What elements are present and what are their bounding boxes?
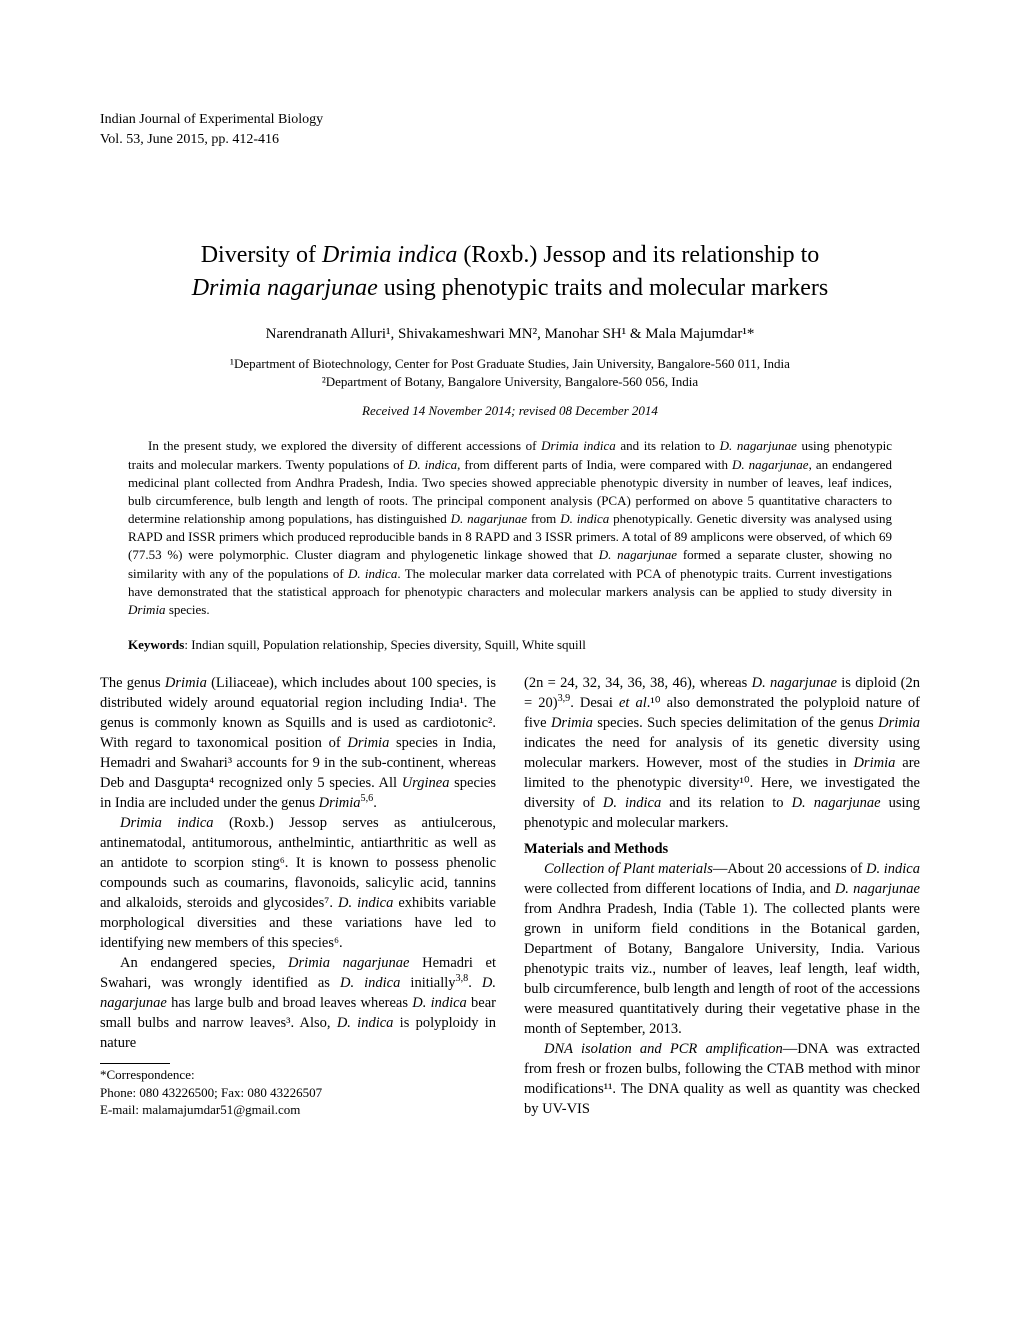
t: were collected from different locations … <box>524 881 835 897</box>
abs-t: , from different parts of India, were co… <box>457 457 732 472</box>
abs-t: from <box>527 511 560 526</box>
body-para-5: Collection of Plant materials—About 20 a… <box>524 859 920 1039</box>
i: Drimia <box>347 735 389 751</box>
journal-issue: Vol. 53, June 2015, pp. 412-416 <box>100 130 920 150</box>
abstract: In the present study, we explored the di… <box>128 437 892 619</box>
affiliations: ¹Department of Biotechnology, Center for… <box>100 355 920 391</box>
body-para-2: Drimia indica (Roxb.) Jessop serves as a… <box>100 813 496 953</box>
materials-methods-heading: Materials and Methods <box>524 839 920 859</box>
body-columns: The genus Drimia (Liliaceae), which incl… <box>100 673 920 1119</box>
abs-t: and its relation to <box>616 438 720 453</box>
footnote-rule <box>100 1063 170 1064</box>
t: The genus <box>100 675 165 691</box>
t: An endangered species, <box>120 955 288 971</box>
i: D. indica <box>866 861 920 877</box>
abs-i: D. nagarjunae <box>451 511 527 526</box>
i: D. indica <box>412 995 467 1011</box>
abs-t: species. <box>166 602 210 617</box>
i: D. nagarjunae <box>752 675 837 691</box>
t: species. Such species delimitation of th… <box>593 715 878 731</box>
correspondence-footnote: *Correspondence: Phone: 080 43226500; Fa… <box>100 1066 496 1119</box>
title-line1-italic: Drimia indica <box>322 242 457 268</box>
t: and its relation to <box>661 795 791 811</box>
abs-i: D. indica <box>560 511 609 526</box>
keywords-label: Keywords <box>128 637 184 652</box>
i: Drimia indica <box>120 815 214 831</box>
article-title: Diversity of Drimia indica (Roxb.) Jesso… <box>100 239 920 304</box>
correspondence-label: *Correspondence: <box>100 1066 496 1084</box>
i: Drimia <box>165 675 207 691</box>
abs-i: D. nagarjunae <box>732 457 809 472</box>
abs-i: D. nagarjunae <box>720 438 797 453</box>
i: Drimia nagarjunae <box>288 955 409 971</box>
t: . <box>373 795 377 811</box>
i: D. nagarjunae <box>835 881 920 897</box>
t: (2n = 24, 32, 34, 36, 38, 46), whereas <box>524 675 752 691</box>
i: Drimia <box>319 795 361 811</box>
i: D. nagarjunae <box>792 795 881 811</box>
i: D. indica <box>340 975 400 991</box>
correspondence-phone: Phone: 080 43226500; Fax: 080 43226507 <box>100 1084 496 1102</box>
body-para-1: The genus Drimia (Liliaceae), which incl… <box>100 673 496 813</box>
keywords-text: : Indian squill, Population relationship… <box>184 637 586 652</box>
keywords: Keywords: Indian squill, Population rela… <box>128 637 892 653</box>
abs-i: Drimia <box>128 602 166 617</box>
title-line2-italic: Drimia nagarjunae <box>192 275 378 301</box>
abs-i: D. indica <box>348 566 397 581</box>
affiliation-2: ²Department of Botany, Bangalore Univers… <box>100 373 920 391</box>
t: —About 20 accessions of <box>713 861 866 877</box>
title-line2-post: using phenotypic traits and molecular ma… <box>378 275 829 301</box>
t: . <box>468 975 482 991</box>
sup: 3,9 <box>558 693 571 704</box>
t: has large bulb and broad leaves whereas <box>167 995 412 1011</box>
t: . Desai <box>570 695 619 711</box>
i: Urginea <box>402 775 450 791</box>
journal-header: Indian Journal of Experimental Biology V… <box>100 110 920 149</box>
body-para-3: An endangered species, Drimia nagarjunae… <box>100 953 496 1053</box>
abs-i: D. nagarjunae <box>599 547 677 562</box>
i: D. indica <box>603 795 661 811</box>
i: DNA isolation and PCR amplification <box>544 1041 783 1057</box>
left-column: The genus Drimia (Liliaceae), which incl… <box>100 673 496 1119</box>
i: et al <box>619 695 647 711</box>
sup: 5,6 <box>361 793 374 804</box>
affiliation-1: ¹Department of Biotechnology, Center for… <box>100 355 920 373</box>
abs-i: D. indica <box>408 457 457 472</box>
abs-t: In the present study, we explored the di… <box>148 438 541 453</box>
i: Drimia <box>878 715 920 731</box>
sup: 3,8 <box>456 973 469 984</box>
i: Collection of Plant materials <box>544 861 713 877</box>
body-para-4: (2n = 24, 32, 34, 36, 38, 46), whereas D… <box>524 673 920 833</box>
abs-i: Drimia indica <box>541 438 616 453</box>
authors: Narendranath Alluri¹, Shivakameshwari MN… <box>100 326 920 343</box>
title-line1-post: (Roxb.) Jessop and its relationship to <box>457 242 819 268</box>
t: from Andhra Pradesh, India (Table 1). Th… <box>524 901 920 1037</box>
t: initially <box>400 975 455 991</box>
title-line1-pre: Diversity of <box>201 242 322 268</box>
body-para-6: DNA isolation and PCR amplification—DNA … <box>524 1039 920 1119</box>
i: D. indica <box>338 895 393 911</box>
right-column: (2n = 24, 32, 34, 36, 38, 46), whereas D… <box>524 673 920 1119</box>
journal-name: Indian Journal of Experimental Biology <box>100 110 920 130</box>
received-dates: Received 14 November 2014; revised 08 De… <box>100 403 920 419</box>
i: Drimia <box>551 715 593 731</box>
i: Drimia <box>853 755 895 771</box>
correspondence-email: E-mail: malamajumdar51@gmail.com <box>100 1101 496 1119</box>
i: D. indica <box>337 1015 394 1031</box>
